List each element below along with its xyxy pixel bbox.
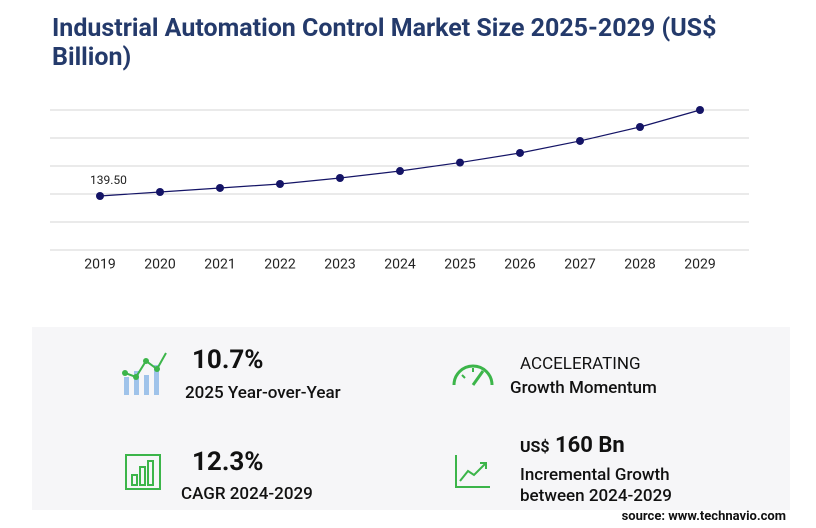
x-tick-label: 2019 xyxy=(84,257,115,273)
stat-value: ACCELERATING xyxy=(520,354,641,374)
stat-label: CAGR 2024-2029 xyxy=(181,484,313,504)
growth-bars-icon xyxy=(125,454,161,490)
value-label: 139.50 xyxy=(90,173,127,187)
chart-title: Industrial Automation Control Market Siz… xyxy=(52,14,717,72)
stat-prefix: US$ xyxy=(520,437,550,456)
point xyxy=(336,173,344,182)
stats-panel: 10.7% 2025 Year-over-Year ACCELERATING G… xyxy=(32,327,790,510)
x-tick-label: 2025 xyxy=(444,257,476,273)
stat-label: 2025 Year-over-Year xyxy=(185,383,341,403)
bar-chart-icon xyxy=(122,352,167,395)
point xyxy=(156,188,164,197)
point xyxy=(216,183,224,192)
stat-value-wrap: US$ 160 Bn xyxy=(520,433,625,458)
point xyxy=(456,158,464,167)
point xyxy=(636,122,644,131)
point xyxy=(276,179,284,188)
x-tick-label: 2022 xyxy=(264,257,296,273)
point xyxy=(576,136,584,145)
point xyxy=(696,106,704,114)
x-tick-label: 2023 xyxy=(324,257,355,273)
x-tick-label: 2028 xyxy=(624,257,656,273)
stat-value: 160 Bn xyxy=(555,433,625,458)
line xyxy=(99,109,701,197)
stat-value: 12.3% xyxy=(192,447,264,477)
gauge-icon xyxy=(452,364,494,386)
x-tick-label: 2020 xyxy=(144,257,176,273)
point xyxy=(396,167,404,176)
chart: 2019 2020 2021 2022 2023 2024 2025 2026 2027 2028… xyxy=(50,106,749,273)
x-tick-label: 2026 xyxy=(504,257,536,273)
x-tick-label: 2024 xyxy=(384,257,416,273)
stat-label: Incremental Growth between 2024-2029 xyxy=(520,465,672,506)
x-tick-label: 2021 xyxy=(204,257,235,273)
point xyxy=(516,148,524,157)
trend-icon xyxy=(455,455,490,488)
x-tick-label: 2027 xyxy=(564,257,596,273)
source: source: www.technavio.com xyxy=(621,509,786,524)
point xyxy=(96,191,104,200)
stat-label: Growth Momentum xyxy=(510,378,657,398)
x-tick-label: 2029 xyxy=(684,257,715,273)
stat-value: 10.7% xyxy=(192,345,264,375)
